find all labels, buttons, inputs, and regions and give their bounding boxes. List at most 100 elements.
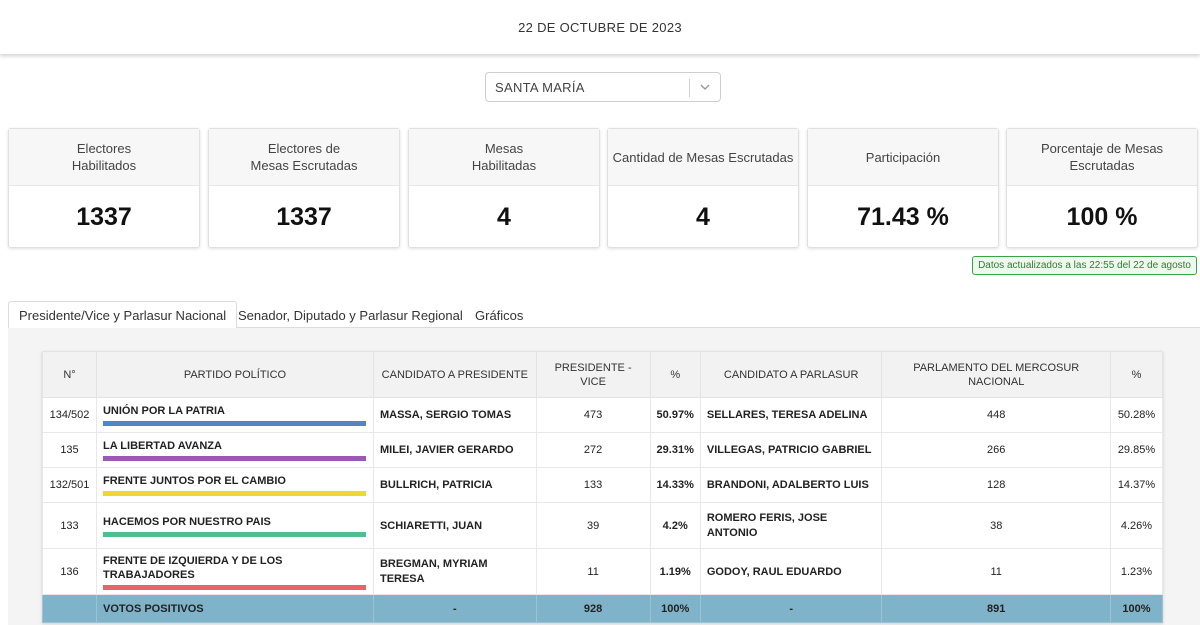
cell-votos-parlasur: 891 <box>881 594 1111 623</box>
stat-card-participacion: Participación 71.43 % <box>807 128 999 248</box>
cell-votos-parlasur: 448 <box>881 397 1111 433</box>
tab-presidente-parlasur-nacional[interactable]: Presidente/Vice y Parlasur Nacional <box>8 301 238 329</box>
cell-pct-parlasur: 29.85% <box>1109 432 1164 468</box>
cell-candidato-parlasur: - <box>699 594 883 623</box>
stat-card-porcentaje-mesas-escrutadas: Porcentaje de Mesas Escrutadas 100 % <box>1006 128 1198 248</box>
results-table: N° PARTIDO POLÍTICO CANDIDATO A PRESIDEN… <box>42 351 1164 623</box>
party-name: FRENTE DE IZQUIERDA Y DE LOS TRABAJADORE… <box>102 554 283 581</box>
table-row: 135 LA LIBERTAD AVANZA MILEI, JAVIER GER… <box>42 432 1164 468</box>
cell-pct-parlasur: 100% <box>1109 594 1164 623</box>
stat-value: 71.43 % <box>857 202 949 231</box>
col-header-numero: N° <box>42 351 97 398</box>
cell-numero: 133 <box>42 502 97 549</box>
tab-senador-diputado-parlasur-regional[interactable]: Senador, Diputado y Parlasur Regional <box>238 307 463 323</box>
table-row: 133 HACEMOS POR NUESTRO PAIS SCHIARETTI,… <box>42 502 1164 549</box>
cell-partido: UNIÓN POR LA PATRIA <box>95 397 374 433</box>
stat-card-electores-habilitados: Electores Habilitados 1337 <box>8 128 200 248</box>
table-row: 132/501 FRENTE JUNTOS POR EL CAMBIO BULL… <box>42 467 1164 503</box>
cell-votos-parlasur: 266 <box>881 432 1111 468</box>
cell-candidato-presidente: BREGMAN, MYRIAM TERESA <box>372 548 537 595</box>
stat-label: Mesas Habilitadas <box>409 129 599 186</box>
stat-value: 4 <box>497 202 511 231</box>
table-row: 136 FRENTE DE IZQUIERDA Y DE LOS TRABAJA… <box>42 548 1164 595</box>
cell-numero: 132/501 <box>42 467 97 503</box>
results-tabs: Presidente/Vice y Parlasur Nacional Sena… <box>8 301 1200 329</box>
stat-card-electores-mesas-escrutadas: Electores de Mesas Escrutadas 1337 <box>208 128 400 248</box>
election-date: 22 DE OCTUBRE DE 2023 <box>518 19 682 35</box>
locality-select-value: SANTA MARÍA <box>495 79 585 95</box>
cell-votos-parlasur: 128 <box>881 467 1111 503</box>
party-name: UNIÓN POR LA PATRIA <box>102 405 225 417</box>
cell-votos-presidente: 39 <box>535 502 651 549</box>
party-color-bar <box>102 531 366 537</box>
party-color-bar <box>102 421 366 426</box>
stat-value: 100 % <box>1066 202 1138 231</box>
cell-candidato-presidente: BULLRICH, PATRICIA <box>372 467 537 503</box>
locality-select[interactable]: SANTA MARÍA <box>485 72 721 102</box>
cell-candidato-parlasur: BRANDONI, ADALBERTO LUIS <box>699 467 883 503</box>
cell-pct-presidente: 100% <box>649 594 701 623</box>
cell-pct-parlasur: 14.37% <box>1109 467 1164 503</box>
cell-candidato-parlasur: GODOY, RAUL EDUARDO <box>699 548 883 595</box>
stat-label: Electores Habilitados <box>9 129 199 186</box>
cell-partido: HACEMOS POR NUESTRO PAIS <box>95 502 374 549</box>
col-header-candidato-parlasur: CANDIDATO A PARLASUR <box>699 351 883 398</box>
table-header-row: N° PARTIDO POLÍTICO CANDIDATO A PRESIDEN… <box>42 351 1164 398</box>
stat-value: 1337 <box>276 202 332 231</box>
stat-value: 4 <box>696 202 710 231</box>
table-total-row: VOTOS POSITIVOS - 928 100% - 891 100% <box>42 594 1164 623</box>
col-header-pct: % <box>649 351 701 398</box>
party-name: FRENTE JUNTOS POR EL CAMBIO <box>102 475 286 487</box>
cell-pct-presidente: 29.31% <box>649 432 701 468</box>
cell-candidato-presidente: - <box>372 594 537 623</box>
cell-pct-presidente: 1.19% <box>649 548 701 595</box>
update-notice-badge: Datos actualizados a las 22:55 del 22 de… <box>972 256 1197 275</box>
chevron-down-icon[interactable] <box>698 80 712 94</box>
tab-graficos[interactable]: Gráficos <box>475 307 524 323</box>
party-name: HACEMOS POR NUESTRO PAIS <box>102 515 271 528</box>
cell-candidato-presidente: MILEI, JAVIER GERARDO <box>372 432 537 468</box>
cell-votos-parlasur: 38 <box>881 502 1111 549</box>
cell-votos-presidente: 473 <box>535 397 651 433</box>
stat-label: Cantidad de Mesas Escrutadas <box>608 129 798 186</box>
col-header-presidente-vice: PRESIDENTE - VICE <box>535 351 651 398</box>
cell-votos-presidente: 11 <box>535 548 651 595</box>
cell-votos-presidente: 272 <box>535 432 651 468</box>
cell-numero: 134/502 <box>42 397 97 433</box>
cell-candidato-presidente: MASSA, SERGIO TOMAS <box>372 397 537 433</box>
cell-candidato-parlasur: VILLEGAS, PATRICIO GABRIEL <box>699 432 883 468</box>
col-header-candidato-presidente: CANDIDATO A PRESIDENTE <box>372 351 537 398</box>
stat-label: Porcentaje de Mesas Escrutadas <box>1007 129 1197 186</box>
cell-candidato-parlasur: ROMERO FERIS, JOSE ANTONIO <box>699 502 883 549</box>
cell-partido: LA LIBERTAD AVANZA <box>95 432 374 468</box>
cell-partido: FRENTE DE IZQUIERDA Y DE LOS TRABAJADORE… <box>95 548 374 595</box>
party-color-bar <box>102 491 366 496</box>
cell-candidato-parlasur: SELLARES, TERESA ADELINA <box>699 397 883 433</box>
col-header-partido: PARTIDO POLÍTICO <box>95 351 374 398</box>
select-separator <box>689 79 690 97</box>
cell-pct-presidente: 14.33% <box>649 467 701 503</box>
cell-pct-parlasur: 4.26% <box>1109 502 1164 549</box>
cell-pct-presidente: 50.97% <box>649 397 701 433</box>
cell-pct-presidente: 4.2% <box>649 502 701 549</box>
party-color-bar <box>102 584 366 590</box>
cell-partido: FRENTE JUNTOS POR EL CAMBIO <box>95 467 374 503</box>
cell-votos-parlasur: 11 <box>881 548 1111 595</box>
table-row: 134/502 UNIÓN POR LA PATRIA MASSA, SERGI… <box>42 397 1164 433</box>
col-header-pct-parlasur: % <box>1109 351 1164 398</box>
stat-label: Participación <box>808 129 998 186</box>
col-header-parlamento-mercosur: PARLAMENTO DEL MERCOSUR NACIONAL <box>881 351 1111 398</box>
cell-total-label: VOTOS POSITIVOS <box>95 594 374 623</box>
cell-numero: 135 <box>42 432 97 468</box>
cell-numero <box>42 594 97 623</box>
cell-votos-presidente: 133 <box>535 467 651 503</box>
cell-pct-parlasur: 1.23% <box>1109 548 1164 595</box>
party-color-bar <box>102 456 366 461</box>
cell-numero: 136 <box>42 548 97 595</box>
cell-candidato-presidente: SCHIARETTI, JUAN <box>372 502 537 549</box>
stat-label: Electores de Mesas Escrutadas <box>209 129 399 186</box>
stat-card-cantidad-mesas-escrutadas: Cantidad de Mesas Escrutadas 4 <box>607 128 799 248</box>
page-header: 22 DE OCTUBRE DE 2023 <box>0 0 1200 54</box>
cell-votos-presidente: 928 <box>535 594 651 623</box>
party-name: LA LIBERTAD AVANZA <box>102 440 222 452</box>
